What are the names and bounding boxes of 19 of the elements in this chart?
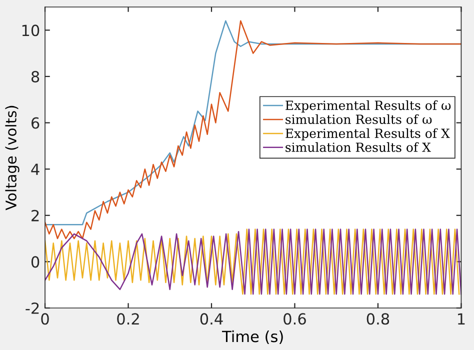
y-tick-label: 6: [32, 117, 40, 129]
x-tick-label: 0.8: [366, 313, 390, 325]
x-axis-title: Time (s): [222, 330, 283, 344]
y-tick-label: -2: [26, 302, 39, 314]
y-tick-label: 4: [31, 164, 40, 175]
y-tick-label: 2: [32, 210, 39, 222]
legend-label: Experimental Results of X: [286, 128, 450, 140]
x-tick-label: 1: [458, 313, 465, 324]
x-tick-label: 0.4: [200, 313, 223, 325]
x-tick-label: 0.6: [284, 313, 306, 325]
legend-label: simulation Results of ω: [286, 114, 432, 124]
x-tick-label: 0.2: [117, 313, 139, 325]
x-tick-label: 0: [41, 313, 49, 325]
y-tick-label: 0: [31, 256, 40, 268]
legend-label: Experimental Results of ω: [286, 100, 451, 112]
y-tick-label: 8: [31, 70, 40, 82]
y-axis-title: Voltage (volts): [5, 106, 20, 210]
legend-label: simulation Results of X: [286, 142, 431, 152]
y-tick-label: 10: [22, 24, 40, 36]
